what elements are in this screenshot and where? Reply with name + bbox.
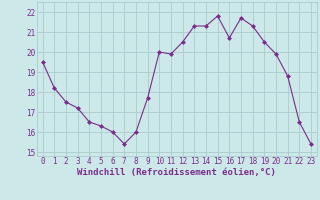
X-axis label: Windchill (Refroidissement éolien,°C): Windchill (Refroidissement éolien,°C) [77, 168, 276, 177]
